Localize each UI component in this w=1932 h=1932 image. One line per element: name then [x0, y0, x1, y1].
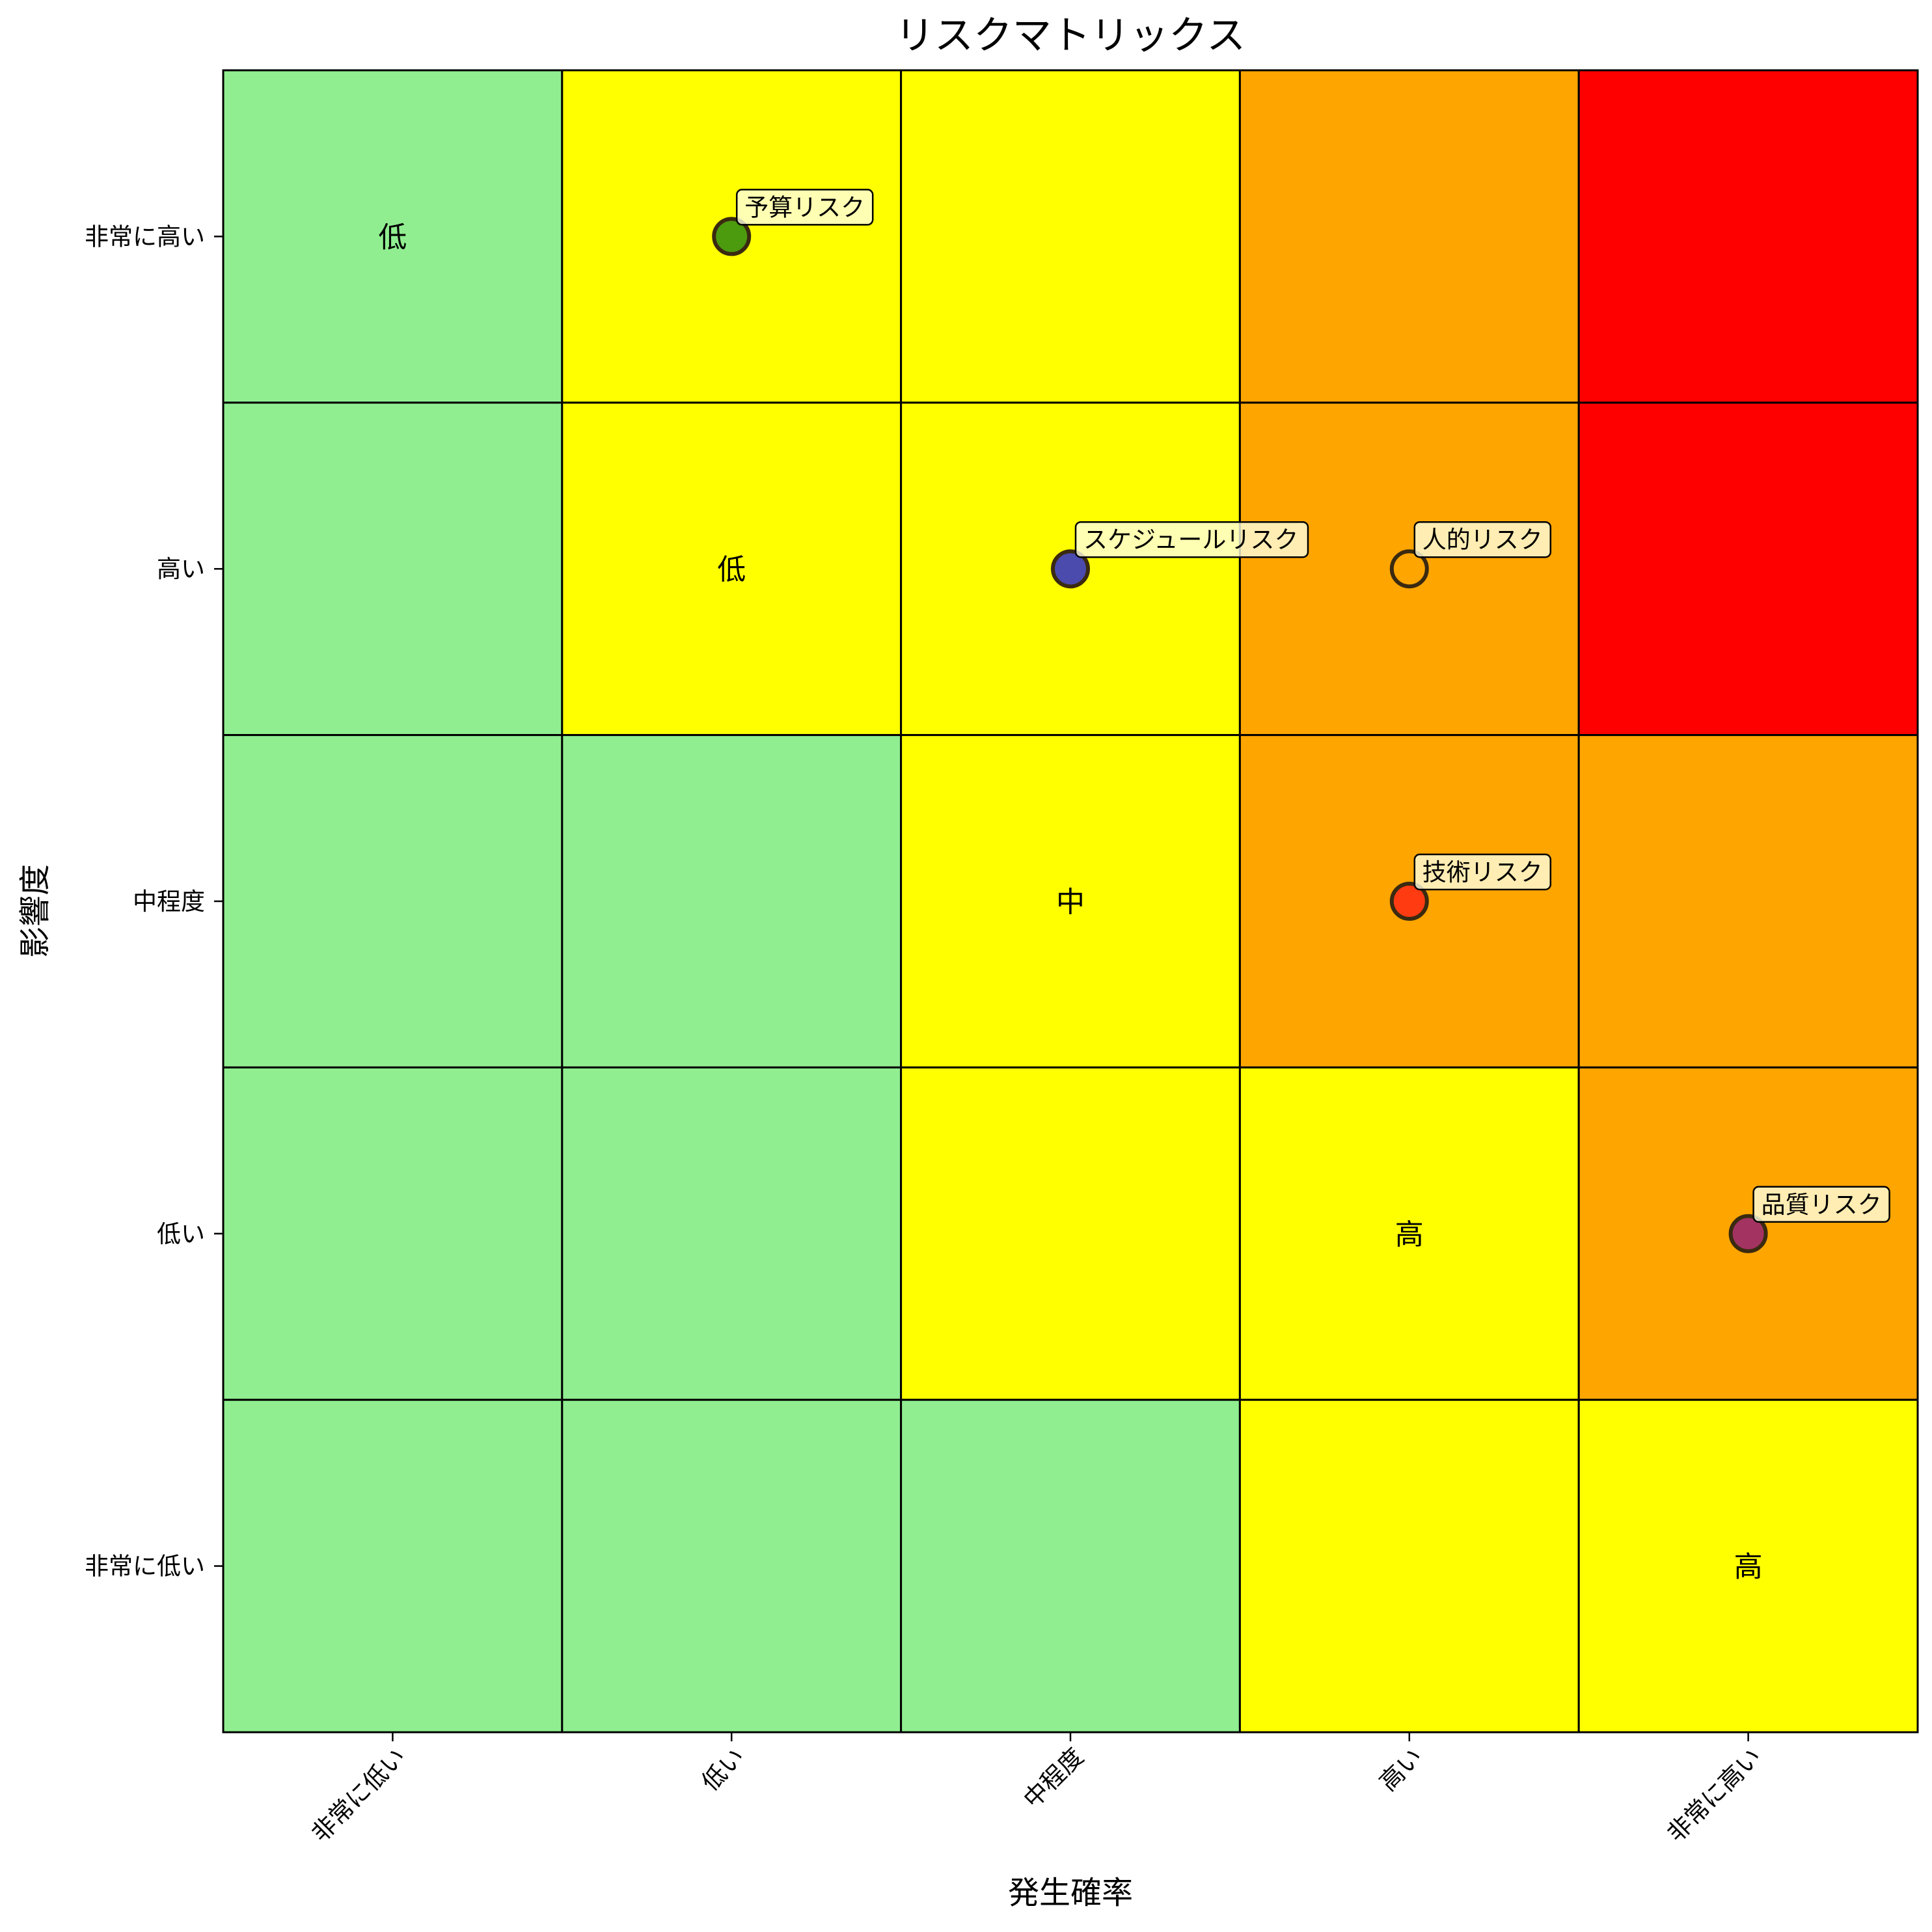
x-tick-label: 低い: [696, 1743, 750, 1797]
x-tick-label: 中程度: [1018, 1743, 1089, 1814]
y-axis-label: 影響度: [17, 864, 53, 958]
matrix-cell: [1577, 69, 1919, 404]
matrix-cell: [561, 734, 903, 1068]
y-axis-ticks: 非常に低い 低い 中程度 高い 非常に高い: [85, 223, 223, 1581]
y-tick-label: 高い: [157, 555, 205, 583]
risk-annotation-box: [1074, 521, 1309, 558]
risk-annotation-label: 品質リスク: [1762, 1191, 1882, 1219]
risk-annotation-label: 技術リスク: [1422, 858, 1543, 886]
matrix-cell: [1577, 734, 1919, 1068]
y-tick-label: 非常に高い: [85, 223, 205, 251]
matrix-cell: [561, 1066, 903, 1401]
matrix-cell: [900, 69, 1241, 404]
risk-annotation-box: [1413, 853, 1552, 891]
matrix-cell: [1577, 401, 1919, 737]
x-tick-label: 非常に低い: [306, 1743, 411, 1847]
matrix-cell: [1238, 1066, 1580, 1401]
y-tick-label: 中程度: [133, 888, 205, 916]
chart-title: リスクマトリックス: [895, 13, 1245, 59]
risk-annotation-box: [1413, 521, 1552, 558]
matrix-cells: [222, 69, 1919, 1734]
x-axis-ticks: 非常に低い 低い 中程度 高い 非常に高い: [306, 1732, 1767, 1847]
matrix-cell: [900, 1398, 1241, 1734]
matrix-cell: [222, 401, 564, 737]
x-tick-label: 高い: [1374, 1743, 1428, 1797]
cell-level-label: 低: [378, 221, 407, 254]
cell-level-label: 高: [1395, 1218, 1424, 1251]
cell-level-label: 中: [1056, 886, 1085, 919]
y-tick-label: 非常に低い: [85, 1553, 205, 1581]
risk-point: [1051, 549, 1090, 589]
matrix-cell: [900, 734, 1241, 1068]
matrix-cell: [1577, 1398, 1919, 1734]
matrix-cell: [561, 1398, 903, 1734]
risk-annotation-box: [735, 189, 874, 226]
matrix-cell: [1238, 1398, 1580, 1734]
cell-level-label: 高: [1734, 1551, 1763, 1584]
risk-annotation-label: 人的リスク: [1422, 526, 1543, 554]
risk-point: [712, 217, 752, 256]
matrix-cell: [900, 1066, 1241, 1401]
risk-point: [1389, 882, 1429, 921]
risk-annotation-label: スケジュールリスク: [1083, 526, 1298, 554]
matrix-cell: [222, 734, 564, 1068]
risk-point: [1728, 1214, 1768, 1253]
matrix-cell: [1238, 69, 1580, 404]
risk-annotation-box: [1752, 1186, 1890, 1223]
x-axis-label: 発生確率: [1008, 1875, 1133, 1911]
y-tick-label: 低い: [157, 1220, 205, 1248]
matrix-cell: [561, 401, 903, 737]
risk-point: [1389, 549, 1429, 589]
matrix-cell: [1238, 734, 1580, 1068]
risk-annotation-label: 予算リスク: [744, 193, 865, 221]
cell-level-label: 低: [717, 553, 746, 586]
x-tick-label: 非常に高い: [1662, 1743, 1767, 1847]
matrix-cell: [222, 1398, 564, 1734]
matrix-cell: [222, 69, 564, 404]
matrix-cell: [222, 1066, 564, 1401]
